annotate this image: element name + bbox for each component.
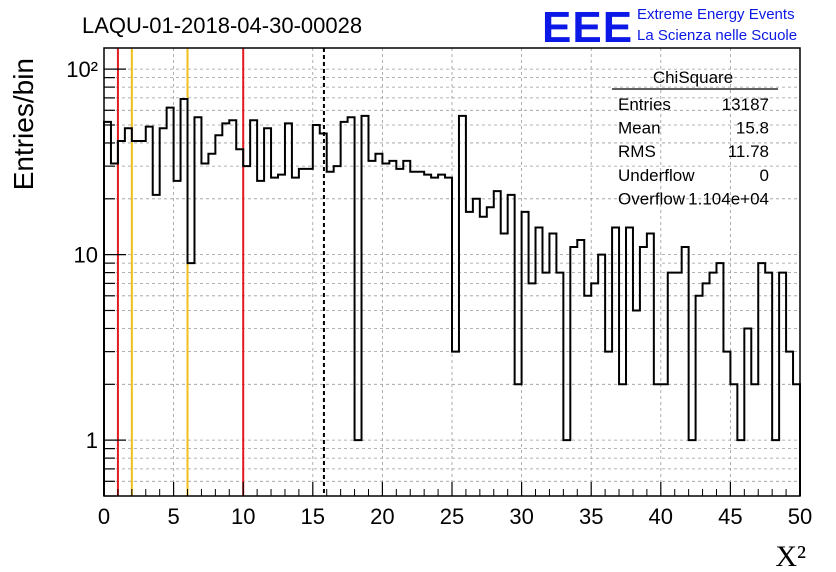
x-tick-label: 35	[579, 504, 603, 529]
x-tick-label: 40	[649, 504, 673, 529]
x-tick-label: 15	[301, 504, 325, 529]
x-tick-label: 20	[370, 504, 394, 529]
reference-lines	[116, 48, 325, 496]
y-tick-label: 1	[86, 428, 98, 453]
stats-label: RMS	[618, 142, 656, 161]
stats-value: 13187	[722, 95, 769, 114]
histogram-outline	[103, 98, 801, 496]
stats-value: 1.104e+04	[688, 189, 769, 208]
x-tick-label: 25	[440, 504, 464, 529]
x-tick-label: 5	[167, 504, 179, 529]
eee-logo-line2: La Scienza nelle Scuole	[637, 27, 797, 44]
stats-title: ChiSquare	[653, 68, 733, 87]
stats-value: 0	[760, 166, 769, 185]
axes: 0 5 10 15 20 25 30 35 40 45 50 1 10 10²	[66, 57, 812, 529]
y-tick-label: 10	[74, 243, 98, 268]
x-tick-label: 0	[98, 504, 110, 529]
eee-logo: EEE Extreme Energy Events La Scienza nel…	[542, 3, 797, 52]
eee-logo-mark: EEE	[542, 3, 633, 52]
stats-label: Entries	[618, 95, 671, 114]
stats-value: 15.8	[736, 119, 769, 138]
x-axis-label: X²	[775, 540, 806, 572]
y-tick-label: 10²	[66, 57, 98, 82]
histogram-series	[103, 98, 801, 496]
stats-box: ChiSquare Entries 13187 Mean 15.8 RMS 11.78 Un…	[612, 68, 778, 208]
x-tick-label: 45	[718, 504, 742, 529]
y-axis-label: Entries/bin	[8, 58, 39, 190]
stats-label: Underflow	[618, 166, 695, 185]
x-tick-label: 30	[509, 504, 533, 529]
stats-label: Mean	[618, 119, 661, 138]
stats-value: 11.78	[728, 142, 769, 161]
x-tick-label: 10	[231, 504, 255, 529]
eee-logo-line1: Extreme Energy Events	[637, 6, 795, 23]
stats-label: Overflow	[618, 189, 686, 208]
chart-title: LAQU-01-2018-04-30-00028	[82, 13, 362, 38]
x-tick-label: 50	[788, 504, 812, 529]
